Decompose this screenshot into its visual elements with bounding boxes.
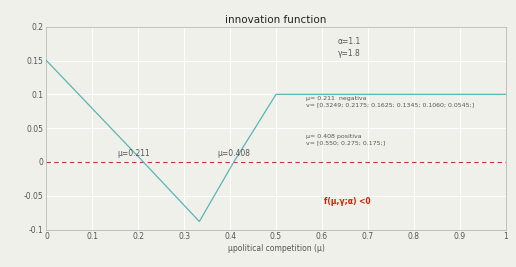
Title: innovation function: innovation function xyxy=(225,14,327,25)
Text: α=1.1
γ=1.8: α=1.1 γ=1.8 xyxy=(338,37,361,58)
Text: μ= 0.408 positiva
v= [0.550; 0.275; 0.175;]: μ= 0.408 positiva v= [0.550; 0.275; 0.17… xyxy=(306,134,385,146)
Text: μ= 0.211  negativa
v= [0.3249; 0.2175; 0.1625; 0.1345; 0.1060; 0.0545;]: μ= 0.211 negativa v= [0.3249; 0.2175; 0.… xyxy=(306,96,474,108)
X-axis label: μpolitical competition (μ): μpolitical competition (μ) xyxy=(228,244,325,253)
Text: f(μ,γ;α) <0: f(μ,γ;α) <0 xyxy=(324,197,371,206)
Text: μ=0.408: μ=0.408 xyxy=(217,149,250,158)
Text: μ=0.211: μ=0.211 xyxy=(118,149,150,158)
